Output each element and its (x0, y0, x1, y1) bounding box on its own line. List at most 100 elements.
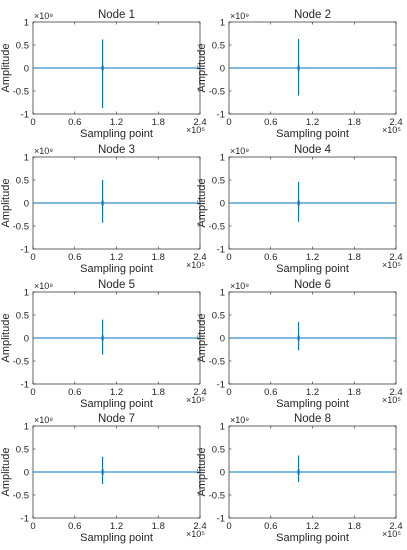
y-axis-label: Amplitude (196, 179, 208, 228)
x-tick-label: 1.8 (348, 521, 361, 532)
y-tick-label: 1 (24, 287, 29, 298)
y-tick-label: 1 (220, 152, 225, 163)
x-tick-label: 0.6 (264, 387, 277, 398)
panel-7: 0 0.6 1.2 1.8 2.4 -1 -0.5 0 0.5 1 ×10⁹ ×10⁵ Node 7 Sa… (0, 413, 207, 544)
x-tick-label: 0 (226, 252, 231, 263)
signal-spike-core (297, 335, 300, 341)
y-tick-label: 1 (220, 17, 225, 28)
y-exponent: ×10⁹ (34, 11, 53, 21)
x-tick-label: 0.6 (68, 521, 81, 532)
x-tick-label: 1.2 (110, 117, 123, 128)
x-tick-label: 0.6 (264, 252, 277, 263)
y-axis-label: Amplitude (0, 314, 12, 363)
panel-8: 0 0.6 1.2 1.8 2.4 -1 -0.5 0 0.5 1 ×10⁹ ×10⁵ Node 8 Sa… (196, 413, 403, 544)
y-tick-label: -0.5 (209, 221, 225, 232)
x-tick-label: 1.2 (110, 252, 123, 263)
y-tick-label: -1 (217, 244, 225, 255)
x-axis-label: Sampling point (80, 263, 153, 275)
x-tick-label: 2.4 (193, 521, 206, 532)
y-exponent: ×10⁹ (230, 281, 249, 291)
x-tick-label: 0 (30, 252, 35, 263)
x-tick-label: 1.2 (306, 117, 319, 128)
y-tick-label: -0.5 (13, 86, 29, 97)
panel-4: 0 0.6 1.2 1.8 2.4 -1 -0.5 0 0.5 1 ×10⁹ ×10⁵ Node 4 Sa… (196, 144, 403, 275)
x-tick-label: 0 (30, 387, 35, 398)
x-axis-label: Sampling point (276, 532, 349, 544)
x-tick-label: 2.4 (389, 117, 402, 128)
y-tick-label: 1 (220, 287, 225, 298)
y-axis-label: Amplitude (0, 44, 12, 93)
x-exponent: ×10⁵ (382, 395, 401, 405)
y-tick-label: 0.5 (212, 40, 225, 51)
panel-5: 0 0.6 1.2 1.8 2.4 -1 -0.5 0 0.5 1 ×10⁹ ×10⁵ Node 5 Sa… (0, 279, 207, 410)
y-exponent: ×10⁹ (230, 11, 249, 21)
x-axis-label: Sampling point (276, 263, 349, 275)
y-tick-label: 0.5 (16, 310, 29, 321)
panel-title: Node 7 (98, 413, 135, 425)
panel-title: Node 8 (294, 413, 331, 425)
x-axis-label: Sampling point (80, 532, 153, 544)
y-exponent: ×10⁹ (34, 146, 53, 156)
x-tick-label: 1.2 (306, 252, 319, 263)
x-axis-label: Sampling point (80, 128, 153, 140)
x-tick-label: 1.8 (152, 521, 165, 532)
y-tick-label: -0.5 (13, 356, 29, 367)
x-exponent: ×10⁵ (186, 395, 205, 405)
x-exponent: ×10⁵ (186, 529, 205, 539)
x-tick-label: 2.4 (389, 252, 402, 263)
signal-spike-core (101, 65, 104, 71)
x-axis-label: Sampling point (276, 128, 349, 140)
signal-spike-core (297, 469, 300, 475)
y-axis-label: Amplitude (196, 44, 208, 93)
y-tick-label: -1 (21, 379, 29, 390)
x-tick-label: 1.8 (152, 117, 165, 128)
x-tick-label: 1.8 (348, 117, 361, 128)
y-tick-label: -1 (21, 109, 29, 120)
y-exponent: ×10⁹ (34, 415, 53, 425)
panel-title: Node 2 (294, 9, 331, 21)
x-tick-label: 2.4 (193, 252, 206, 263)
x-axis-label: Sampling point (276, 398, 349, 410)
y-tick-label: 0 (220, 333, 225, 344)
x-tick-label: 1.8 (348, 387, 361, 398)
x-tick-label: 2.4 (193, 387, 206, 398)
panel-title: Node 4 (294, 144, 332, 156)
panel-6: 0 0.6 1.2 1.8 2.4 -1 -0.5 0 0.5 1 ×10⁹ ×10⁵ Node 6 Sa… (196, 279, 403, 410)
y-exponent: ×10⁹ (230, 415, 249, 425)
y-axis-label: Amplitude (196, 448, 208, 497)
panel-2: 0 0.6 1.2 1.8 2.4 -1 -0.5 0 0.5 1 ×10⁹ ×10⁵ Node 2 Sa… (196, 9, 403, 140)
x-tick-label: 0.6 (68, 252, 81, 263)
panel-title: Node 6 (294, 279, 331, 291)
x-tick-label: 0.6 (264, 117, 277, 128)
x-tick-label: 0 (30, 117, 35, 128)
x-tick-label: 1.8 (152, 387, 165, 398)
x-tick-label: 0.6 (68, 117, 81, 128)
panel-3: 0 0.6 1.2 1.8 2.4 -1 -0.5 0 0.5 1 ×10⁹ ×10⁵ Node 3 Sa… (0, 144, 207, 275)
x-exponent: ×10⁵ (186, 260, 205, 270)
y-tick-label: 0 (24, 198, 29, 209)
y-tick-label: 0 (220, 63, 225, 74)
y-tick-label: -0.5 (209, 490, 225, 501)
y-tick-label: 0.5 (16, 175, 29, 186)
panel-title: Node 5 (98, 279, 135, 291)
y-tick-label: 1 (24, 152, 29, 163)
panel-title: Node 1 (98, 9, 135, 21)
signal-spike-core (101, 200, 104, 206)
signal-spike-core (101, 469, 104, 475)
x-tick-label: 0 (30, 521, 35, 532)
y-tick-label: -1 (217, 379, 225, 390)
y-axis-label: Amplitude (196, 314, 208, 363)
y-tick-label: 0 (220, 467, 225, 478)
x-tick-label: 1.8 (152, 252, 165, 263)
y-tick-label: -0.5 (209, 86, 225, 97)
y-tick-label: -0.5 (13, 221, 29, 232)
y-tick-label: 1 (24, 17, 29, 28)
x-tick-label: 0.6 (68, 387, 81, 398)
panel-1: 0 0.6 1.2 1.8 2.4 -1 -0.5 0 0.5 1 ×10⁹ ×10⁵ Node 1 Sa… (0, 9, 207, 140)
x-exponent: ×10⁵ (382, 529, 401, 539)
y-axis-label: Amplitude (0, 448, 12, 497)
y-tick-label: 0 (24, 333, 29, 344)
x-exponent: ×10⁵ (382, 260, 401, 270)
x-tick-label: 1.2 (306, 387, 319, 398)
